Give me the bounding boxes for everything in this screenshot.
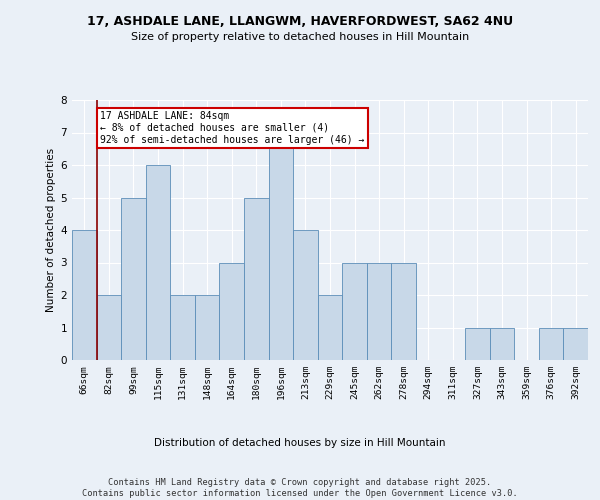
Bar: [170, 295, 195, 360]
Bar: [72, 230, 97, 360]
Bar: [367, 262, 391, 360]
Bar: [465, 328, 490, 360]
Bar: [563, 328, 588, 360]
Text: Size of property relative to detached houses in Hill Mountain: Size of property relative to detached ho…: [131, 32, 469, 42]
Text: 17, ASHDALE LANE, LLANGWM, HAVERFORDWEST, SA62 4NU: 17, ASHDALE LANE, LLANGWM, HAVERFORDWEST…: [87, 15, 513, 28]
Bar: [195, 295, 220, 360]
Bar: [220, 262, 244, 360]
Bar: [490, 328, 514, 360]
Bar: [342, 262, 367, 360]
Y-axis label: Number of detached properties: Number of detached properties: [46, 148, 56, 312]
Bar: [244, 198, 269, 360]
Bar: [121, 198, 146, 360]
Bar: [146, 165, 170, 360]
Text: 17 ASHDALE LANE: 84sqm
← 8% of detached houses are smaller (4)
92% of semi-detac: 17 ASHDALE LANE: 84sqm ← 8% of detached …: [100, 112, 365, 144]
Text: Distribution of detached houses by size in Hill Mountain: Distribution of detached houses by size …: [154, 438, 446, 448]
Text: Contains HM Land Registry data © Crown copyright and database right 2025.
Contai: Contains HM Land Registry data © Crown c…: [82, 478, 518, 498]
Bar: [97, 295, 121, 360]
Bar: [269, 132, 293, 360]
Bar: [391, 262, 416, 360]
Bar: [293, 230, 318, 360]
Bar: [318, 295, 342, 360]
Bar: [539, 328, 563, 360]
